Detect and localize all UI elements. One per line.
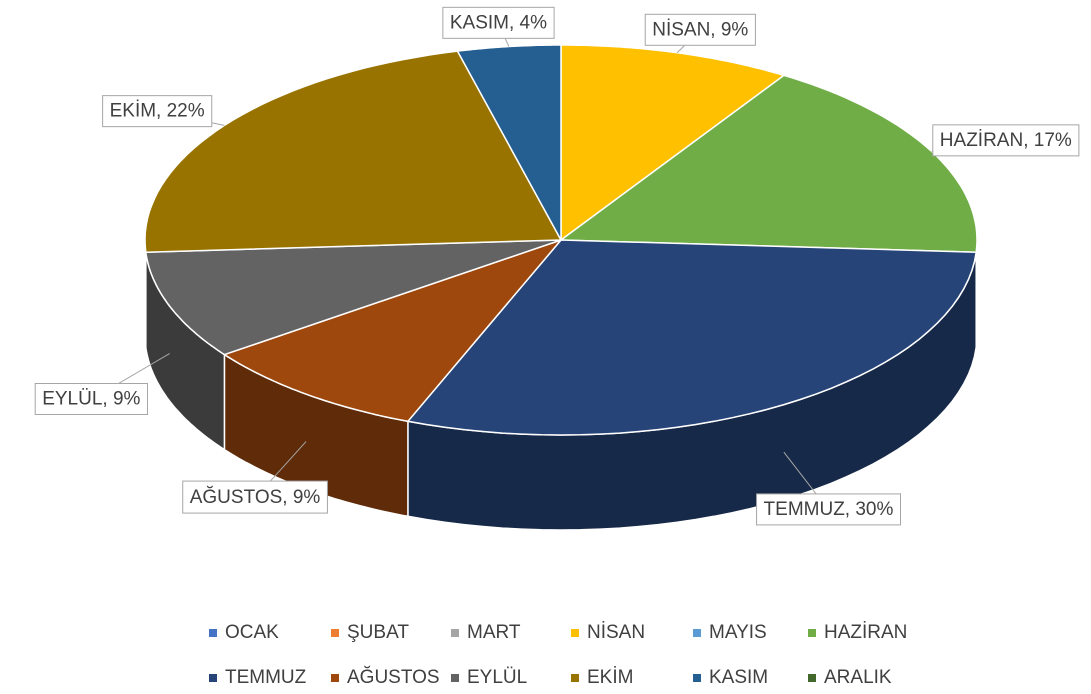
pie-slice — [406, 239, 978, 436]
legend-swatch — [451, 629, 459, 637]
legend-label: OCAK — [225, 622, 279, 643]
data-label: TEMMUZ, 30% — [764, 499, 894, 520]
data-label-box — [102, 95, 213, 128]
legend-label: MART — [467, 622, 521, 643]
data-label-group: EKİM, 22% — [102, 95, 213, 128]
legend-label: NİSAN — [587, 622, 645, 643]
legend-label: EYLÜL — [467, 667, 527, 688]
legend-label: ŞUBAT — [347, 622, 409, 643]
data-label-group: KASIM, 4% — [442, 6, 555, 39]
legend-label: KASIM — [709, 667, 768, 688]
legend-label: ARALIK — [824, 667, 892, 688]
legend-swatch — [571, 629, 579, 637]
legend-swatch — [451, 674, 459, 682]
data-label: EKİM, 22% — [110, 101, 205, 122]
legend-label: EKİM — [587, 667, 633, 688]
data-label-group: AĞUSTOS, 9% — [182, 480, 328, 514]
data-label-group: HAZİRAN, 17% — [932, 124, 1080, 157]
pie-slice — [144, 239, 562, 356]
data-label: NİSAN, 9% — [652, 19, 748, 40]
legend-swatch — [209, 674, 217, 682]
legend-swatch — [693, 629, 701, 637]
legend-label: HAZİRAN — [824, 622, 907, 643]
data-label: AĞUSTOS, 9% — [190, 486, 321, 508]
legend-label: AĞUSTOS — [347, 666, 440, 688]
data-label-box — [756, 493, 902, 526]
data-label-group: TEMMUZ, 30% — [756, 493, 902, 526]
legend-swatch — [209, 629, 217, 637]
legend-label: MAYIS — [709, 622, 767, 643]
legend-swatch — [331, 629, 339, 637]
pie-slice — [222, 238, 564, 423]
data-label-group: EYLÜL, 9% — [34, 382, 149, 415]
legend-label: TEMMUZ — [225, 667, 307, 688]
legend-swatch — [571, 674, 579, 682]
legend-swatch — [331, 674, 339, 682]
data-label-box — [644, 13, 756, 46]
legend-swatch — [808, 674, 816, 682]
data-label-box — [182, 480, 328, 514]
data-label: HAZİRAN, 17% — [940, 130, 1072, 151]
data-label-group: NİSAN, 9% — [644, 13, 756, 46]
data-label-box — [34, 382, 149, 415]
data-label-box — [442, 6, 555, 39]
legend-swatch — [693, 674, 701, 682]
data-label: EYLÜL, 9% — [42, 388, 140, 409]
data-label-box — [932, 124, 1080, 157]
legend-swatch — [808, 629, 816, 637]
data-label: KASIM, 4% — [450, 12, 547, 33]
